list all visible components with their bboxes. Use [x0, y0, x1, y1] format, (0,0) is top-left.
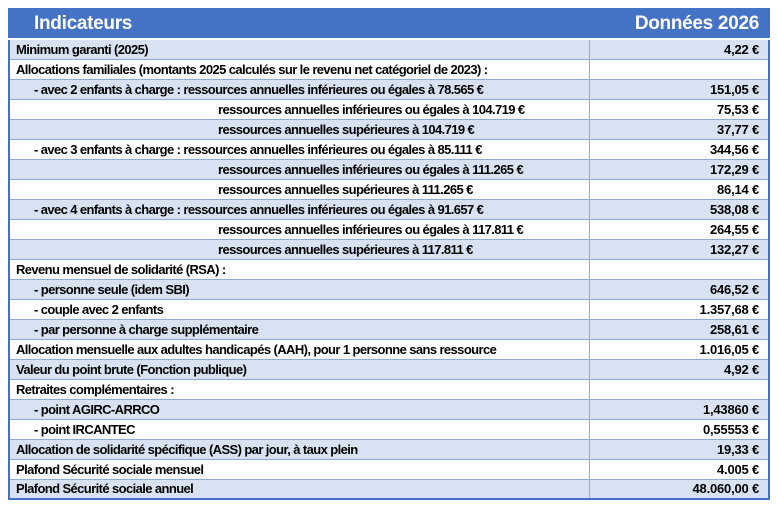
row-value: 132,27 €: [588, 238, 770, 260]
table-row: - couple avec 2 enfants 1.357,68 €: [8, 298, 770, 320]
table-header: Indicateurs Données 2026: [9, 9, 769, 40]
table-body: Minimum garanti (2025) 4,22 € Allocation…: [8, 38, 770, 500]
table-row: Valeur du point brute (Fonction publique…: [8, 358, 770, 380]
table-row: Allocation mensuelle aux adultes handica…: [8, 338, 770, 360]
row-label: Valeur du point brute (Fonction publique…: [8, 358, 590, 380]
row-value: 172,29 €: [588, 158, 770, 180]
row-label: Allocations familiales (montants 2025 ca…: [8, 58, 590, 80]
row-label: Plafond Sécurité sociale mensuel: [8, 458, 590, 480]
header-row: Indicateurs Données 2026: [9, 9, 769, 40]
table-row: Plafond Sécurité sociale annuel 48.060,0…: [8, 478, 770, 500]
table-row: Allocations familiales (montants 2025 ca…: [8, 58, 770, 80]
row-value: 4,22 €: [588, 38, 770, 60]
row-label: Allocation mensuelle aux adultes handica…: [8, 338, 590, 360]
table-row: Plafond Sécurité sociale mensuel 4.005 €: [8, 458, 770, 480]
table-row: ressources annuelles inférieures ou égal…: [8, 218, 770, 240]
table-row: - avec 4 enfants à charge : ressources a…: [8, 198, 770, 220]
table-row: Minimum garanti (2025) 4,22 €: [8, 38, 770, 60]
table-row: ressources annuelles supérieures à 104.7…: [8, 118, 770, 140]
table-row: ressources annuelles supérieures à 117.8…: [8, 238, 770, 260]
row-label: ressources annuelles supérieures à 117.8…: [8, 238, 590, 260]
table-row: - avec 2 enfants à charge : ressources a…: [8, 78, 770, 100]
table-row: ressources annuelles inférieures ou égal…: [8, 158, 770, 180]
row-value: 0,55553 €: [588, 418, 770, 440]
row-value: 151,05 €: [588, 78, 770, 100]
row-value: 1.016,05 €: [588, 338, 770, 360]
row-value: 4.005 €: [588, 458, 770, 480]
row-value: 538,08 €: [588, 198, 770, 220]
row-value: 344,56 €: [588, 138, 770, 160]
row-value: [588, 258, 770, 280]
row-label: - couple avec 2 enfants: [8, 298, 590, 320]
row-value: [588, 378, 770, 400]
row-label: - personne seule (idem SBI): [8, 278, 590, 300]
row-label: Retraites complémentaires :: [8, 378, 590, 400]
header-indicateurs: Indicateurs: [9, 9, 589, 40]
table-row: - par personne à charge supplémentaire 2…: [8, 318, 770, 340]
table-row: Retraites complémentaires :: [8, 378, 770, 400]
table-row: ressources annuelles supérieures à 111.2…: [8, 178, 770, 200]
table-row: - point IRCANTEC 0,55553 €: [8, 418, 770, 440]
row-label: - point AGIRC-ARRCO: [8, 398, 590, 420]
header-donnees-2026: Données 2026: [589, 9, 769, 40]
row-label: - avec 4 enfants à charge : ressources a…: [8, 198, 590, 220]
row-value: 258,61 €: [588, 318, 770, 340]
indicators-table: Indicateurs Données 2026 Minimum garanti…: [8, 8, 770, 500]
row-value: 86,14 €: [588, 178, 770, 200]
row-label: - par personne à charge supplémentaire: [8, 318, 590, 340]
row-label: - avec 2 enfants à charge : ressources a…: [8, 78, 590, 100]
row-value: 48.060,00 €: [588, 478, 770, 500]
table-row: Revenu mensuel de solidarité (RSA) :: [8, 258, 770, 280]
row-value: 19,33 €: [588, 438, 770, 460]
table-row: Allocation de solidarité spécifique (ASS…: [8, 438, 770, 460]
row-value: 1.357,68 €: [588, 298, 770, 320]
row-value: 1,43860 €: [588, 398, 770, 420]
table-row: - point AGIRC-ARRCO 1,43860 €: [8, 398, 770, 420]
row-label: ressources annuelles supérieures à 111.2…: [8, 178, 590, 200]
row-value: 4,92 €: [588, 358, 770, 380]
row-value: 646,52 €: [588, 278, 770, 300]
row-label: - point IRCANTEC: [8, 418, 590, 440]
table-row: ressources annuelles inférieures ou égal…: [8, 98, 770, 120]
row-label: ressources annuelles supérieures à 104.7…: [8, 118, 590, 140]
row-label: Plafond Sécurité sociale annuel: [8, 478, 590, 500]
row-value: 37,77 €: [588, 118, 770, 140]
row-label: ressources annuelles inférieures ou égal…: [8, 218, 590, 240]
table-row: - personne seule (idem SBI) 646,52 €: [8, 278, 770, 300]
row-label: - avec 3 enfants à charge : ressources a…: [8, 138, 590, 160]
table-row: - avec 3 enfants à charge : ressources a…: [8, 138, 770, 160]
row-label: Minimum garanti (2025): [8, 38, 590, 60]
row-label: ressources annuelles inférieures ou égal…: [8, 158, 590, 180]
row-value: 264,55 €: [588, 218, 770, 240]
row-label: Revenu mensuel de solidarité (RSA) :: [8, 258, 590, 280]
row-label: Allocation de solidarité spécifique (ASS…: [8, 438, 590, 460]
row-value: 75,53 €: [588, 98, 770, 120]
row-label: ressources annuelles inférieures ou égal…: [8, 98, 590, 120]
row-value: [588, 58, 770, 80]
